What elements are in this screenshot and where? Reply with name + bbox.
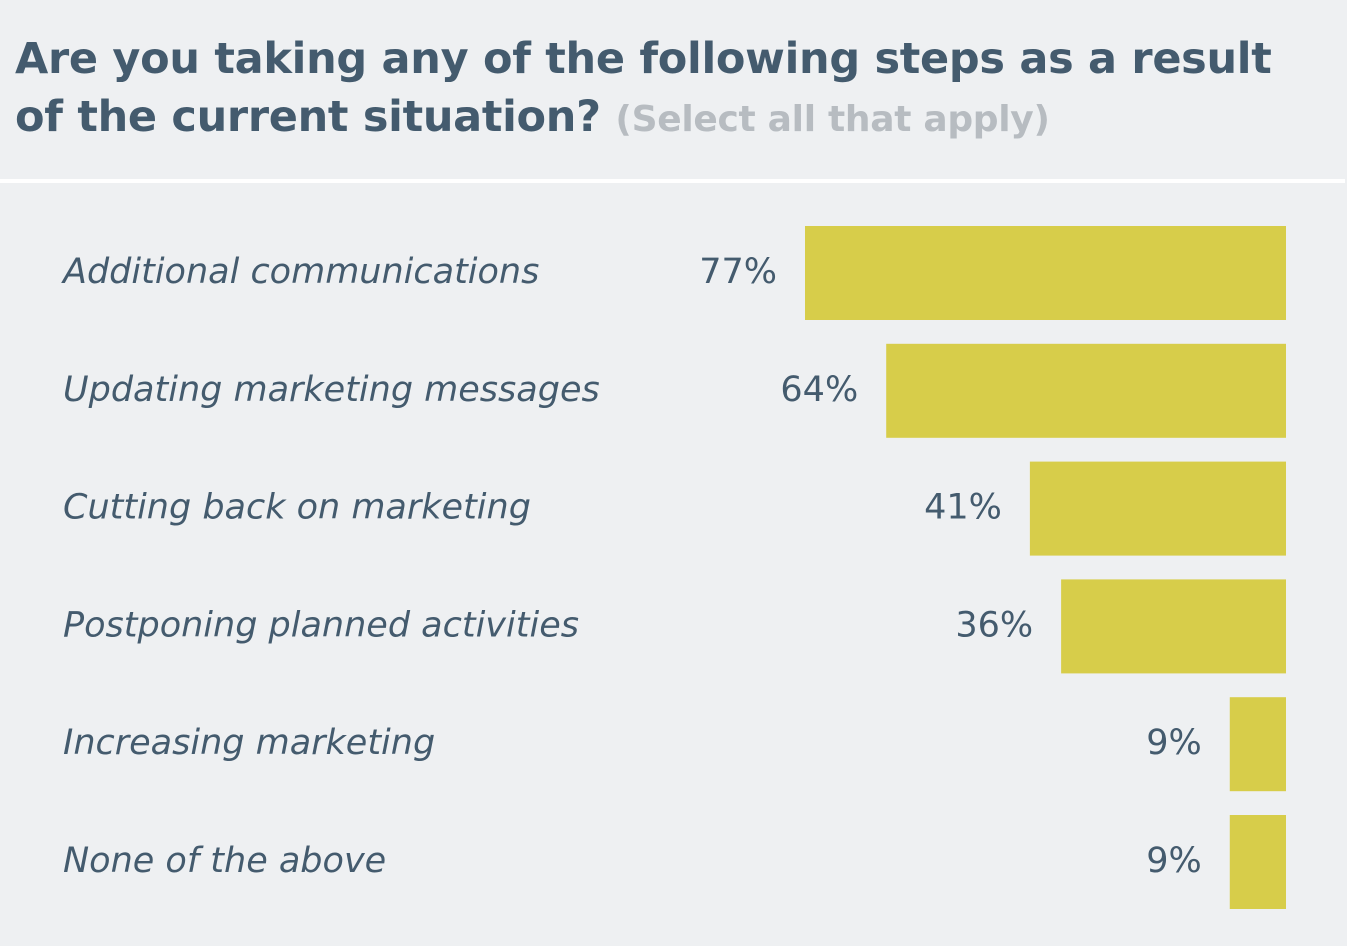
chart-subtitle: (Select all that apply) xyxy=(615,99,1050,140)
bar-5 xyxy=(1229,815,1286,909)
value-label-0: 77% xyxy=(699,252,777,292)
category-label-5: None of the above xyxy=(63,841,386,881)
chart-header: Are you taking any of the following step… xyxy=(0,0,1347,180)
value-label-2: 41% xyxy=(924,488,1002,528)
bar-4 xyxy=(1229,697,1286,792)
category-label-4: Increasing marketing xyxy=(63,723,435,763)
value-label-5: 9% xyxy=(1146,841,1202,881)
header-divider xyxy=(0,179,1345,183)
category-label-3: Postponing planned activities xyxy=(63,605,579,645)
chart-title: Are you taking any of the following step… xyxy=(15,30,1333,149)
category-label-0: Additional communications xyxy=(61,252,539,292)
bar-1 xyxy=(886,343,1286,438)
title-text: Are you taking any of the following step… xyxy=(15,34,1272,142)
value-label-1: 64% xyxy=(780,370,858,410)
value-label-3: 36% xyxy=(955,605,1033,645)
bar-3 xyxy=(1061,579,1286,674)
value-label-4: 9% xyxy=(1146,723,1202,763)
category-label-2: Cutting back on marketing xyxy=(63,488,531,528)
category-label-1: Updating marketing messages xyxy=(63,370,600,410)
bar-0 xyxy=(805,226,1286,320)
bar-2 xyxy=(1029,461,1286,556)
